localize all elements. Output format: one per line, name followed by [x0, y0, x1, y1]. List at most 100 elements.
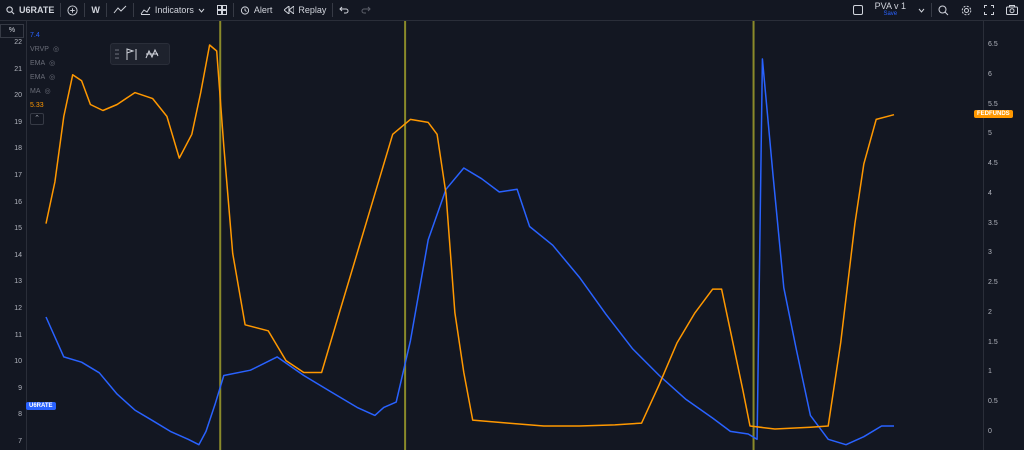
left-axis-tick: 7 [18, 438, 22, 445]
right-axis-tick: 3 [988, 249, 992, 257]
left-price-axis[interactable]: 22 21 20 19 18 17 16 15 14 13 12 11 10 9 8 7 [0, 21, 27, 450]
layout-name-button[interactable]: PVA v 1 Save [869, 2, 912, 18]
chevron-down-icon [918, 8, 925, 13]
indicator-row-ma[interactable]: MA ◎ [30, 84, 59, 98]
left-axis-tick: 17 [14, 172, 22, 179]
right-price-axis[interactable]: 6.5 6 5.5 5 4.5 4 3.5 3 2.5 2 1.5 1 0.5 0 [983, 21, 1024, 450]
divider [332, 3, 334, 17]
fedfunds-legend-value: 5.33 [30, 101, 44, 109]
chart-legend: 7.4 VRVP ◎ EMA ◎ EMA ◎ MA ◎ 5.33 ⌃ [30, 28, 59, 126]
right-axis-tick: 4 [988, 189, 992, 197]
interval-label: W [91, 5, 100, 15]
fullscreen-button[interactable] [978, 0, 1000, 20]
right-axis-tick: 1.5 [988, 338, 998, 346]
right-axis-tick: 1 [988, 368, 992, 376]
right-axis-tick: 4.5 [988, 160, 998, 168]
redo-icon [361, 6, 372, 14]
indicator-row-ema[interactable]: EMA ◎ [30, 70, 59, 84]
symbol-label: U6RATE [19, 5, 55, 15]
left-axis-tick: 11 [14, 331, 22, 339]
right-axis-tick: 6.5 [988, 41, 998, 48]
layout-menu-button[interactable] [912, 0, 931, 20]
indicators-button[interactable]: Indicators [134, 0, 211, 20]
alert-button[interactable]: Alert [234, 0, 279, 20]
indicator-label: MA [30, 87, 41, 95]
indicator-label: EMA [30, 59, 46, 67]
right-axis-tick: 2.5 [988, 279, 998, 287]
rewind-icon [284, 6, 295, 14]
floating-drawing-toolbar [110, 43, 170, 65]
indicators-label: Indicators [154, 5, 194, 15]
square-icon [852, 5, 863, 15]
line-chart-icon [113, 5, 127, 14]
right-axis-tick: 0 [988, 428, 992, 435]
price-chart[interactable] [0, 21, 1024, 450]
eye-off-icon[interactable]: ◎ [49, 60, 56, 67]
undo-button[interactable] [333, 0, 355, 20]
right-axis-tick: 3.5 [988, 219, 998, 227]
right-axis-tick: 2 [988, 308, 992, 316]
fullscreen-icon [984, 5, 994, 15]
left-axis-tick: 21 [14, 65, 22, 73]
eye-off-icon[interactable]: ◎ [49, 74, 56, 81]
replay-button[interactable]: Replay [278, 0, 332, 20]
pattern-tool-icon[interactable] [145, 48, 159, 61]
flag-icon[interactable] [125, 47, 139, 61]
left-axis-tick: 9 [18, 384, 22, 392]
fedfunds-series-line[interactable] [45, 44, 895, 430]
gear-icon [961, 5, 972, 15]
left-axis-tick: 8 [18, 411, 22, 419]
divider [931, 3, 932, 17]
screenshot-button[interactable] [1000, 0, 1024, 20]
search-icon [938, 5, 949, 15]
left-axis-tick: 19 [14, 118, 22, 126]
percent-scale-button[interactable]: % [0, 24, 24, 38]
u6rate-series-line[interactable] [45, 58, 894, 446]
layout-save-status: Save [883, 11, 898, 17]
symbol-search[interactable]: U6RATE [0, 0, 60, 20]
u6rate-price-badge: U6RATE [26, 402, 56, 410]
indicator-label: EMA [30, 73, 46, 81]
plus-circle-icon [67, 4, 78, 16]
chart-type-button[interactable] [107, 0, 133, 20]
right-axis-tick: 5 [988, 130, 992, 138]
alarm-clock-icon [240, 6, 249, 15]
left-axis-tick: 16 [14, 198, 22, 206]
divider [232, 3, 234, 17]
grid-icon [216, 5, 227, 15]
left-axis-tick: 18 [14, 145, 22, 153]
indicator-row-vrvp[interactable]: VRVP ◎ [30, 42, 59, 56]
indicator-row-ema[interactable]: EMA ◎ [30, 56, 59, 70]
right-axis-tick: 0.5 [988, 398, 998, 406]
layout-name: PVA v 1 [874, 1, 906, 11]
left-axis-tick: 14 [14, 251, 22, 259]
left-axis-tick: 15 [14, 225, 22, 233]
left-axis-tick: 12 [14, 305, 22, 312]
top-toolbar: U6RATE W Indicators Alert Replay [0, 0, 1024, 21]
search-icon [6, 5, 15, 14]
u6rate-legend-value: 7.4 [30, 31, 40, 39]
eye-off-icon[interactable]: ◎ [52, 46, 60, 53]
camera-icon [1006, 5, 1018, 15]
left-axis-tick: 10 [14, 358, 22, 366]
divider [105, 3, 107, 17]
undo-icon [339, 6, 349, 14]
templates-button[interactable] [211, 0, 233, 20]
settings-button[interactable] [955, 0, 978, 20]
drag-handle-icon[interactable] [115, 48, 119, 60]
collapse-legend-button[interactable]: ⌃ [30, 113, 44, 125]
indicators-icon [140, 6, 151, 15]
interval-button[interactable]: W [85, 0, 106, 20]
fedfunds-price-badge: FEDFUNDS [974, 110, 1013, 118]
redo-button[interactable] [355, 0, 377, 20]
chevron-down-icon [198, 8, 205, 13]
divider [60, 3, 62, 17]
layout-toggle-button[interactable] [847, 0, 869, 20]
eye-off-icon[interactable]: ◎ [44, 88, 51, 95]
compare-button[interactable] [61, 0, 84, 20]
divider [132, 3, 134, 17]
quick-search-button[interactable] [932, 0, 955, 20]
replay-label: Replay [298, 5, 327, 15]
indicator-label: VRVP [30, 45, 49, 53]
left-axis-tick: 13 [14, 278, 22, 286]
